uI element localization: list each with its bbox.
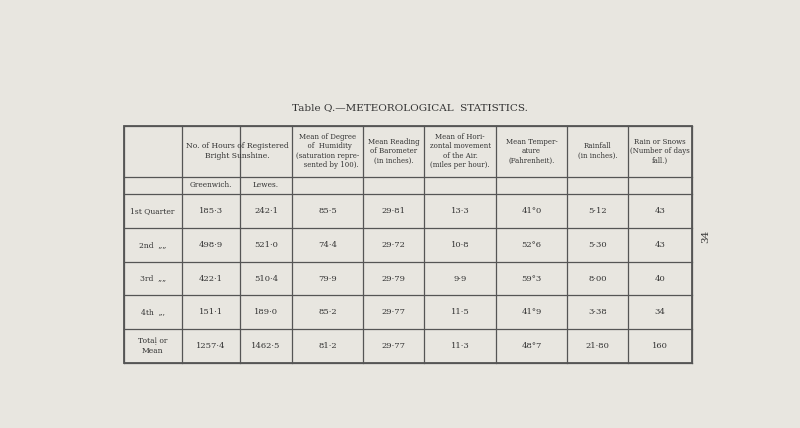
Text: 9·9: 9·9	[454, 274, 466, 282]
Text: 5·30: 5·30	[588, 241, 606, 249]
Text: Mean Reading
of Barometer
(in inches).: Mean Reading of Barometer (in inches).	[368, 137, 419, 164]
Text: 29·81: 29·81	[382, 207, 406, 215]
Text: 242·1: 242·1	[254, 207, 278, 215]
Text: 185·3: 185·3	[198, 207, 222, 215]
Text: 1462·5: 1462·5	[251, 342, 281, 350]
Text: Table Q.—METEOROLOGICAL  STATISTICS.: Table Q.—METEOROLOGICAL STATISTICS.	[292, 103, 528, 112]
Text: 21·80: 21·80	[586, 342, 610, 350]
Text: 498·9: 498·9	[198, 241, 222, 249]
Text: 3rd  „„: 3rd „„	[139, 274, 166, 282]
Text: Lewes.: Lewes.	[253, 181, 279, 190]
Text: 52°6: 52°6	[522, 241, 542, 249]
Text: 40: 40	[654, 274, 666, 282]
Text: 3·38: 3·38	[588, 308, 606, 316]
Text: 29·79: 29·79	[382, 274, 406, 282]
Text: 10·8: 10·8	[450, 241, 470, 249]
Text: 43: 43	[654, 207, 666, 215]
Text: 59°3: 59°3	[522, 274, 542, 282]
Text: 29·77: 29·77	[382, 342, 406, 350]
Text: 29·72: 29·72	[382, 241, 406, 249]
Text: 1st Quarter: 1st Quarter	[130, 207, 174, 215]
Text: 79·9: 79·9	[318, 274, 338, 282]
Text: 4th  „,: 4th „,	[141, 308, 165, 316]
Text: 8·00: 8·00	[588, 274, 606, 282]
Text: 11·3: 11·3	[450, 342, 470, 350]
Text: 11·5: 11·5	[450, 308, 470, 316]
Text: 43: 43	[654, 241, 666, 249]
Text: 74·4: 74·4	[318, 241, 338, 249]
Text: Rain or Snows
(Number of days
fall.): Rain or Snows (Number of days fall.)	[630, 137, 690, 164]
Text: Mean of Degree
  of  Humidity
(saturation repre-
   sented by 100).: Mean of Degree of Humidity (saturation r…	[296, 133, 359, 169]
Text: 34: 34	[702, 229, 710, 243]
Text: 85·2: 85·2	[318, 308, 338, 316]
Text: Greenwich.: Greenwich.	[190, 181, 232, 190]
Text: 2nd  „„: 2nd „„	[139, 241, 166, 249]
Text: 5·12: 5·12	[588, 207, 606, 215]
Text: Mean of Hori-
zontal movement
of the Air.
(miles per hour).: Mean of Hori- zontal movement of the Air…	[430, 133, 490, 169]
Text: 1257·4: 1257·4	[196, 342, 226, 350]
Text: 510·4: 510·4	[254, 274, 278, 282]
Text: Mean Temper-
ature
(Fahrenheit).: Mean Temper- ature (Fahrenheit).	[506, 137, 558, 164]
Text: 422·1: 422·1	[198, 274, 222, 282]
Text: 48°7: 48°7	[522, 342, 542, 350]
Text: Totaḹ or
Mean: Totaḹ or Mean	[138, 337, 167, 355]
Text: 41°9: 41°9	[522, 308, 542, 316]
Text: 85·5: 85·5	[318, 207, 338, 215]
Text: 41°0: 41°0	[522, 207, 542, 215]
Text: 13·3: 13·3	[450, 207, 470, 215]
Text: Rainfall
(in inches).: Rainfall (in inches).	[578, 142, 617, 160]
Text: 29·77: 29·77	[382, 308, 406, 316]
Text: No. of Hours of Registered
Bright Sunshine.: No. of Hours of Registered Bright Sunshi…	[186, 142, 288, 160]
Text: 521·0: 521·0	[254, 241, 278, 249]
Text: 189·0: 189·0	[254, 308, 278, 316]
Text: 160: 160	[652, 342, 668, 350]
Text: 34: 34	[654, 308, 666, 316]
Text: 151·1: 151·1	[198, 308, 222, 316]
Text: 81·2: 81·2	[318, 342, 338, 350]
